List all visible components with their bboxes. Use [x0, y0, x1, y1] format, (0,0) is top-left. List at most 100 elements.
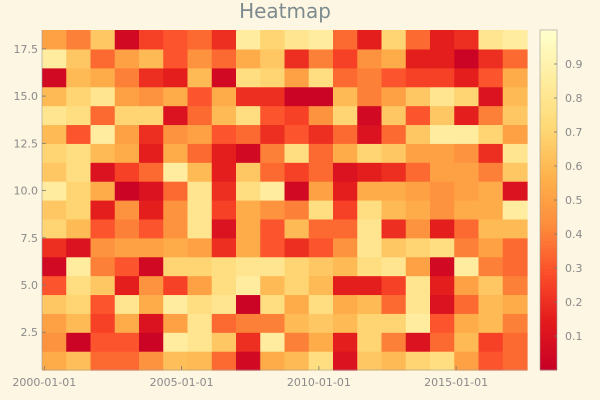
heatmap-cell	[478, 162, 504, 182]
colorbar-segment	[540, 247, 557, 252]
heatmap-cell	[405, 351, 431, 371]
heatmap-cell	[333, 237, 358, 258]
y-tick-label: 10.0	[14, 185, 39, 198]
colorbar-segment	[540, 315, 557, 320]
heatmap-cell	[284, 67, 310, 88]
heatmap-cell	[187, 237, 213, 258]
heatmap-cell	[381, 86, 407, 107]
heatmap-cell	[42, 105, 67, 126]
heatmap-cell	[502, 143, 528, 163]
colorbar-segment	[540, 50, 557, 55]
heatmap-cell	[66, 162, 92, 182]
heatmap-cell	[114, 313, 140, 333]
colorbar-segment	[540, 115, 557, 119]
heatmap-cell	[211, 86, 237, 107]
colorbar-segment	[540, 244, 557, 249]
heatmap-cell	[284, 124, 310, 144]
heatmap-cell	[405, 313, 431, 333]
heatmap-cell	[42, 294, 67, 314]
heatmap-cell	[42, 124, 67, 144]
heatmap-cell	[139, 218, 164, 239]
heatmap-cell	[139, 162, 164, 182]
heatmap-cell	[114, 181, 140, 201]
heatmap-cell	[114, 332, 140, 352]
heatmap-cell	[478, 237, 504, 258]
heatmap-cell	[333, 67, 358, 88]
heatmap-cell	[42, 181, 67, 201]
heatmap-cell	[90, 200, 116, 220]
chart-title: Heatmap	[239, 0, 331, 23]
colorbar-segment	[540, 359, 557, 364]
heatmap-cell	[357, 105, 383, 126]
heatmap-cell	[42, 86, 67, 107]
heatmap-cell	[187, 332, 213, 352]
heatmap-cell	[114, 294, 140, 314]
heatmap-cell	[430, 48, 455, 69]
heatmap-cell	[284, 86, 310, 107]
heatmap-cell	[454, 218, 480, 239]
colorbar-segment	[540, 193, 557, 198]
heatmap-cell	[187, 294, 213, 314]
heatmap-cell	[430, 237, 455, 258]
heatmap-cell	[90, 294, 116, 314]
heatmap-cell	[42, 275, 67, 296]
colorbar-segment	[540, 142, 557, 147]
heatmap-cell	[357, 294, 383, 314]
heatmap-cell	[211, 275, 237, 296]
heatmap-cell	[405, 256, 431, 277]
heatmap-cell	[90, 162, 116, 182]
heatmap-cell	[284, 181, 310, 201]
colorbar-segment	[540, 217, 557, 221]
heatmap-cell	[260, 275, 286, 296]
colorbar-segment	[540, 111, 557, 116]
heatmap-cell	[163, 181, 189, 201]
heatmap-cell	[454, 30, 480, 50]
heatmap-cell	[90, 48, 116, 69]
colorbar-segment	[540, 138, 557, 143]
heatmap-cell	[308, 48, 334, 69]
colorbar-segment	[540, 176, 557, 181]
heatmap-cell	[381, 294, 407, 314]
colorbar-segment	[540, 261, 557, 266]
colorbar-segment	[540, 121, 557, 126]
colorbar-segment	[540, 257, 557, 262]
colorbar-segment	[540, 53, 557, 58]
colorbar-segment	[540, 145, 557, 150]
heatmap-cell	[236, 124, 261, 144]
heatmap-cell	[478, 86, 504, 107]
heatmap-cell	[357, 67, 383, 88]
colorbar-segment	[540, 291, 557, 296]
heatmap-cell	[478, 256, 504, 277]
heatmap-cell	[357, 30, 383, 50]
heatmap-cell	[260, 237, 286, 258]
heatmap-cell	[66, 124, 92, 144]
heatmap-cell	[357, 143, 383, 163]
heatmap-cell	[236, 30, 261, 50]
heatmap-cell	[260, 332, 286, 352]
colorbar-segment	[540, 366, 557, 371]
heatmap-cell	[187, 67, 213, 88]
heatmap-cell	[163, 256, 189, 277]
y-tick-label: 17.5	[14, 43, 39, 56]
colorbar-segment	[540, 186, 557, 191]
colorbar-segment	[540, 60, 557, 65]
heatmap-cell	[66, 275, 92, 296]
heatmap-cell	[260, 30, 286, 50]
colorbar-segment	[540, 77, 557, 82]
heatmap-cell	[260, 48, 286, 69]
heatmap-cell	[139, 181, 164, 201]
heatmap-cell	[478, 351, 504, 371]
colorbar-segment	[540, 43, 557, 48]
heatmap-cell	[211, 48, 237, 69]
heatmap-cell	[357, 218, 383, 239]
heatmap-cell	[163, 162, 189, 182]
colorbar-segment	[540, 264, 557, 269]
heatmap-cell	[333, 275, 358, 296]
y-tick-label: 5.0	[21, 279, 39, 292]
heatmap-cell	[405, 181, 431, 201]
heatmap-cell	[66, 256, 92, 277]
x-tick-label: 2005-01-01	[150, 376, 214, 389]
heatmap-cell	[308, 105, 334, 126]
heatmap-cell	[66, 351, 92, 371]
heatmap-cell	[187, 200, 213, 220]
